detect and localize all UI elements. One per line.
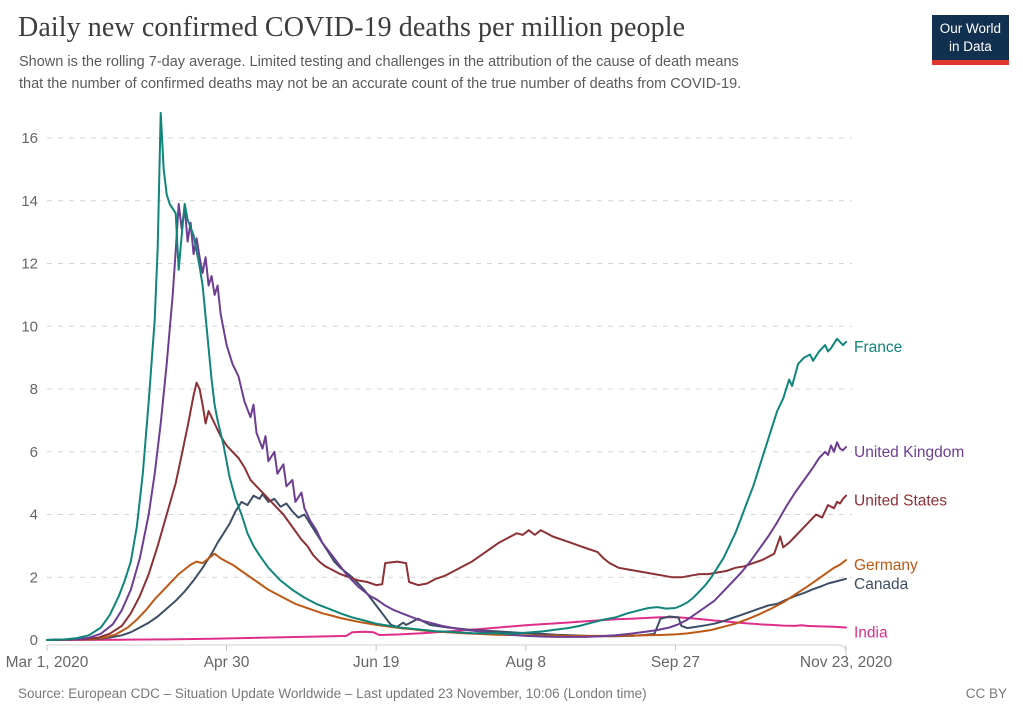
- series-label-canada[interactable]: Canada: [854, 576, 909, 593]
- owid-logo[interactable]: Our World in Data: [931, 15, 1009, 65]
- y-tick-label-8: 8: [30, 381, 38, 398]
- series-label-france[interactable]: France: [854, 339, 902, 356]
- y-tick-label-0: 0: [30, 632, 38, 649]
- series-line-united-states[interactable]: [46, 381, 847, 641]
- y-tick-label-6: 6: [30, 444, 38, 461]
- series-line-canada[interactable]: [46, 493, 847, 641]
- x-tick-label-nov-23-2020: Nov 23, 2020: [800, 654, 893, 671]
- x-tick-label-jun-19: Jun 19: [353, 654, 400, 671]
- series-line-france[interactable]: [46, 111, 847, 641]
- series-label-united-kingdom[interactable]: United Kingdom: [854, 444, 964, 461]
- series-label-india[interactable]: India: [854, 624, 888, 641]
- x-tick-label-aug-8: Aug 8: [506, 654, 547, 671]
- y-tick-label-16: 16: [21, 130, 38, 147]
- x-tick-label-apr-30: Apr 30: [204, 654, 250, 671]
- chart-footer: Source: European CDC – Situation Update …: [18, 686, 1007, 701]
- y-tick-label-10: 10: [21, 318, 38, 335]
- y-tick-label-4: 4: [30, 507, 38, 524]
- y-tick-label-12: 12: [21, 256, 38, 273]
- series-line-united-kingdom[interactable]: [46, 202, 847, 641]
- series-label-germany[interactable]: Germany: [854, 557, 918, 574]
- series-label-united-states[interactable]: United States: [854, 493, 947, 510]
- owid-logo-line2: in Data: [948, 38, 992, 54]
- x-axis-line: [47, 644, 847, 659]
- license-badge[interactable]: CC BY: [965, 686, 1007, 701]
- source-note: Source: European CDC – Situation Update …: [18, 686, 647, 701]
- x-tick-label-mar-1-2020: Mar 1, 2020: [6, 654, 89, 671]
- x-tick-label-sep-27: Sep 27: [651, 654, 700, 671]
- y-tick-label-14: 14: [21, 193, 38, 210]
- y-tick-label-2: 2: [30, 569, 38, 586]
- series-line-india[interactable]: [46, 616, 847, 641]
- chart-subtitle: Shown is the rolling 7-day average. Limi…: [19, 54, 742, 92]
- chart-title: Daily new confirmed COVID-19 deaths per …: [18, 12, 686, 43]
- owid-logo-line1: Our World: [939, 21, 1001, 36]
